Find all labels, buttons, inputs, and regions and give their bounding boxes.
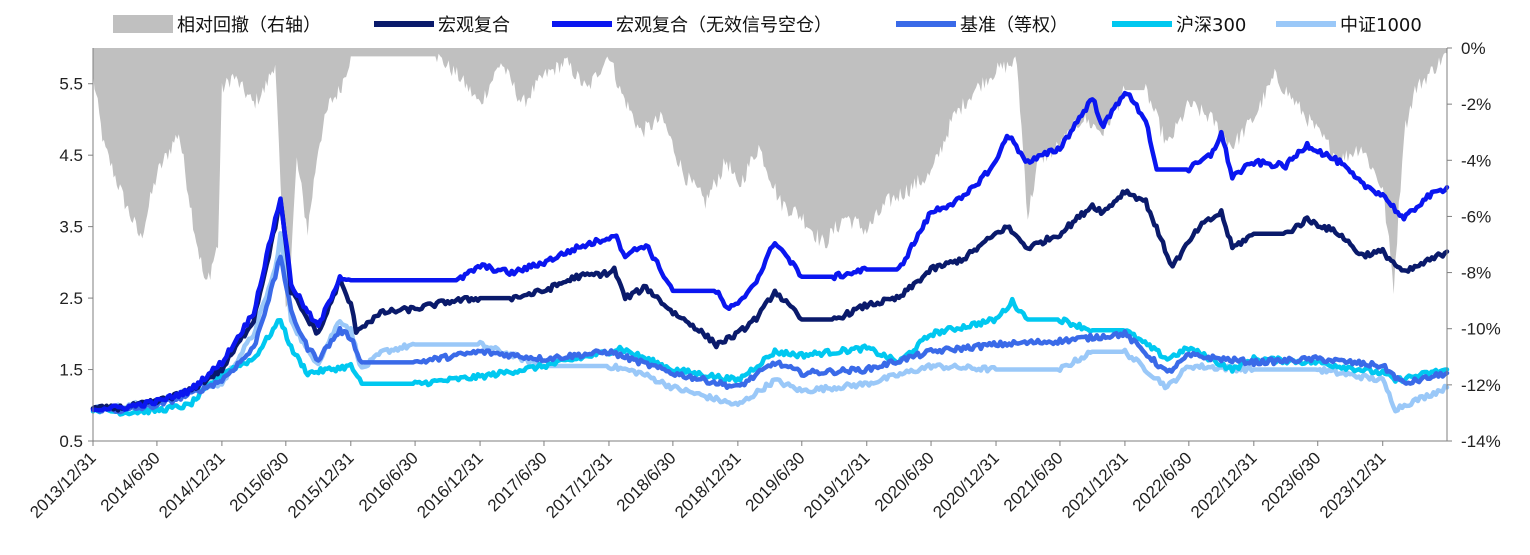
right-tick-label: -8% [1461, 264, 1491, 283]
left-tick-label: 3.5 [59, 218, 83, 237]
x-tick-label: 2021/12/31 [1058, 448, 1132, 522]
x-tick-label: 2018/6/30 [613, 448, 680, 515]
right-tick-label: -12% [1461, 376, 1501, 395]
legend-swatch [896, 21, 956, 27]
legend-item-1: 宏观复合 [374, 15, 510, 36]
right-tick-label: -6% [1461, 207, 1491, 226]
legend-swatch [1112, 21, 1172, 27]
right-tick-label: 0% [1461, 39, 1486, 58]
x-tick-label: 2016/6/30 [355, 448, 422, 515]
x-tick-label: 2021/6/30 [1000, 448, 1067, 515]
x-tick-label: 2019/12/31 [800, 448, 874, 522]
x-tick-label: 2017/12/31 [542, 448, 616, 522]
legend-label: 宏观复合 [438, 15, 510, 36]
x-tick-label: 2019/6/30 [742, 448, 809, 515]
legend-item-0: 相对回撤（右轴） [113, 15, 321, 36]
legend-label: 相对回撤（右轴） [177, 15, 321, 36]
legend-label: 中证1000 [1340, 15, 1422, 36]
series-2-line [90, 90, 1450, 413]
series-1-line [90, 188, 1450, 413]
legend-label: 沪深300 [1176, 15, 1246, 36]
x-tick-label: 2022/12/31 [1187, 448, 1261, 522]
legend-item-3: 基准（等权） [896, 15, 1068, 36]
x-tick-label: 2022/6/30 [1129, 448, 1196, 515]
x-tick-label: 2015/12/31 [284, 448, 358, 522]
x-tick-label: 2017/6/30 [484, 448, 551, 515]
x-tick-label: 2020/12/31 [929, 448, 1003, 522]
right-tick-label: -14% [1461, 432, 1501, 451]
x-tick-label: 2023/6/30 [1258, 448, 1325, 515]
x-tick-label: 2014/12/31 [155, 448, 229, 522]
left-tick-label: 5.5 [59, 75, 83, 94]
series-3-line [90, 254, 1450, 415]
x-tick-label: 2016/12/31 [413, 448, 487, 522]
legend-item-5: 中证1000 [1276, 15, 1422, 36]
legend-label: 基准（等权） [960, 15, 1068, 36]
left-tick-label: 1.5 [59, 361, 83, 380]
legend-swatch [374, 21, 434, 27]
drawdown-area-layer [93, 48, 1447, 308]
legend-swatch [552, 21, 612, 27]
legend-item-2: 宏观复合（无效信号空仓） [552, 15, 832, 36]
x-tick-label: 2020/6/30 [871, 448, 938, 515]
x-tick-label: 2014/6/30 [97, 448, 164, 515]
right-tick-label: -4% [1461, 151, 1491, 170]
legend-swatch [1276, 21, 1336, 27]
series-5-line [90, 231, 1450, 414]
legend-swatch [113, 15, 173, 33]
x-tick-label: 2013/12/31 [26, 448, 100, 522]
legend: 相对回撤（右轴） 宏观复合 宏观复合（无效信号空仓） 基准（等权） 沪深300 中证100… [113, 15, 1422, 36]
left-tick-label: 4.5 [59, 146, 83, 165]
left-tick-label: 2.5 [59, 289, 83, 308]
x-tick-label: 2023/12/31 [1316, 448, 1390, 522]
right-tick-label: -2% [1461, 95, 1491, 114]
left-tick-label: 0.5 [59, 432, 83, 451]
right-tick-label: -10% [1461, 320, 1501, 339]
series-4-line [90, 296, 1450, 417]
drawdown-area [93, 48, 1447, 308]
x-tick-label: 2018/12/31 [671, 448, 745, 522]
legend-item-4: 沪深300 [1112, 15, 1246, 36]
series-lines-layer [90, 90, 1450, 417]
x-tick-label: 2015/6/30 [226, 448, 293, 515]
legend-label: 宏观复合（无效信号空仓） [616, 15, 832, 36]
